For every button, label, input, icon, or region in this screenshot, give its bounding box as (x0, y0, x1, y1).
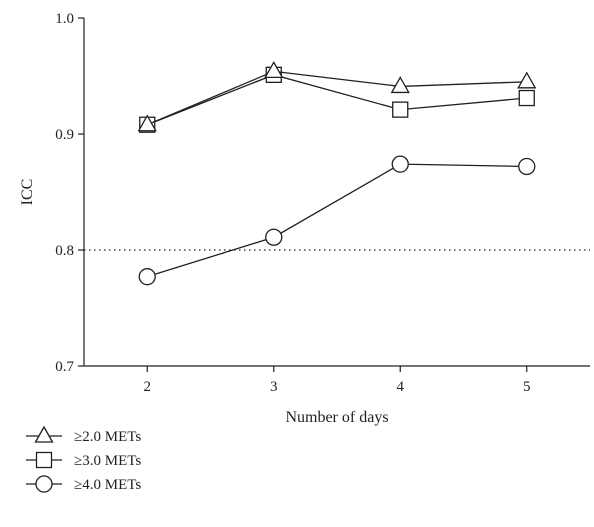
data-point-triangle (390, 76, 410, 94)
y-tick-label: 1.0 (55, 11, 74, 27)
series-layer (137, 61, 537, 286)
data-point-circle (518, 157, 536, 176)
data-point-triangle (137, 114, 157, 132)
data-point-circle (138, 268, 156, 286)
y-axis-label: ICC (19, 179, 36, 206)
axes: 0.7 0.8 0.9 1.0 2 3 4 5 (55, 11, 590, 395)
legend-square-icon (35, 451, 53, 469)
series-circle (138, 155, 536, 286)
data-point-circle (265, 228, 283, 246)
y-tick-label: 0.9 (55, 127, 74, 143)
series-line (147, 74, 527, 126)
legend-label: ≥2.0 METs (74, 429, 141, 445)
data-point-triangle (517, 71, 537, 89)
x-tick-label: 2 (144, 379, 152, 395)
x-axis-label: Number of days (285, 409, 388, 426)
data-point-square (518, 89, 535, 107)
data-point-square (392, 101, 409, 118)
series-square (139, 66, 535, 133)
legend-item: ≥4.0 METs (26, 475, 141, 493)
legend-label: ≥3.0 METs (74, 453, 141, 469)
legend-circle-icon (35, 475, 53, 493)
legend-label: ≥4.0 METs (74, 477, 141, 493)
y-tick-label: 0.8 (55, 243, 74, 259)
legend-item: ≥2.0 METs (26, 425, 141, 445)
data-point-circle (391, 155, 409, 173)
legend-item: ≥3.0 METs (26, 451, 141, 469)
y-ticks: 0.7 0.8 0.9 1.0 (55, 11, 84, 375)
x-tick-label: 5 (523, 379, 531, 395)
series-line (146, 70, 527, 126)
x-tick-label: 4 (397, 379, 405, 395)
y-tick-label: 0.7 (55, 359, 74, 375)
legend-triangle-icon (34, 425, 54, 443)
x-ticks: 2 3 4 5 (144, 366, 531, 395)
legend: ≥2.0 METs ≥3.0 METs ≥4.0 METs (26, 425, 141, 493)
x-tick-label: 3 (270, 379, 278, 395)
data-point-triangle (264, 61, 284, 79)
series-line (147, 163, 527, 278)
series-triangle (137, 61, 537, 132)
